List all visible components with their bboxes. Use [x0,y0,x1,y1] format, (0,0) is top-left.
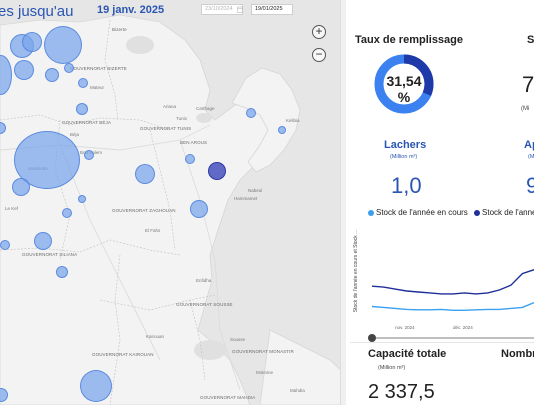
label-mahdia: Mahdia [290,388,305,393]
x-tick-label: déc. 2024 [453,325,473,330]
label-gouv-zaghouan: GOUVERNORAT ZAGHOUAN [112,208,176,213]
stock-value: 7 [522,72,534,97]
label-beja: Béja [70,132,80,137]
label-ariana: Ariana [163,104,177,109]
label-enfidha: Enfidha [196,278,212,283]
label-ben-arous: BEN AROUS [180,140,208,145]
legend-item[interactable]: Stock de l'année en cours [368,208,468,217]
date-slider-track[interactable] [370,337,534,339]
label-gouv-monastir: GOUVERNORAT MONASTIR [232,349,294,354]
dam-bubble[interactable] [64,63,74,73]
fill-rate-value: 31,54 % [382,73,426,105]
label-tunis: Tunis [176,116,187,121]
dam-bubble[interactable] [278,126,286,134]
dam-bubble[interactable] [76,103,88,115]
label-gouv-sousse: GOUVERNORAT SOUSSE [176,302,233,307]
map-view[interactable]: Bizerte GOUVERNORAT BIZERTE Mateur Béja … [0,0,346,405]
dam-bubble[interactable] [12,178,30,196]
stock-unit: (Mi [521,106,530,112]
page-title: es jusqu'au [0,3,74,20]
dam-bubble[interactable] [185,154,195,164]
legend-dot [368,209,374,216]
date-slider-handle[interactable] [368,334,376,342]
fill-rate-number: 31,54 [386,73,422,89]
label-gouv-siliana: GOUVERNORAT SILIANA [22,252,78,257]
label-mateur: Mateur [90,85,105,90]
label-kelibia: Kelibia [286,118,300,123]
gauge-title: Taux de remplissage [355,34,464,46]
legend-label: Stock de l'année en cours [376,208,468,217]
kpi-panel: Taux de remplissage S 31,54 % 7 (Mi Lach… [346,0,534,405]
divider [350,342,534,343]
map-basemap [0,14,346,405]
dam-bubble[interactable] [84,150,94,160]
label-sousse: Sousse [230,337,246,342]
series-line-1[interactable] [371,269,534,295]
label-kairouan: Kairouan [146,334,165,339]
label-moknine: Moknine [256,370,274,375]
lachers-value: 1,0 [391,173,422,198]
dam-bubble[interactable] [22,32,42,52]
lachers-title: Lachers [384,139,427,151]
label-le-kef: Le Kef [5,206,19,211]
label-nabeul: Nabeul [248,188,263,193]
dam-bubble[interactable] [80,370,112,402]
stock-title: S [527,34,534,46]
dam-bubble[interactable] [135,164,155,184]
date-end-input[interactable]: 19/01/2025 [251,4,293,15]
chart-y-axis-label: Stock de l'année en cours et Stock ... [353,229,359,313]
label-gouv-bizerte: GOUVERNORAT BIZERTE [70,66,127,71]
label-gouv-mahdia: GOUVERNORAT MAHDIA [200,395,256,400]
dam-bubble[interactable] [208,162,226,180]
legend-label: Stock de l'anné [482,208,534,217]
apports-title: Ap [524,139,534,151]
dam-bubble[interactable] [246,108,256,118]
dam-bubble[interactable] [190,200,208,218]
fill-rate-unit: % [397,89,411,105]
label-gouv-beja: GOUVERNORAT BÉJA [62,120,111,125]
capacity-title: Capacité totale [368,348,447,360]
dam-bubble[interactable] [78,195,86,203]
capacity-value: 2 337,5 [368,381,435,403]
legend-item[interactable]: Stock de l'anné [474,208,534,217]
x-tick-label: nov. 2024 [395,325,415,330]
stock-line-chart[interactable]: nov. 2024 déc. 2024 [368,222,534,332]
label-carthage: Carthage [196,106,215,111]
apports-value: 9 [526,173,534,198]
zoom-out-button[interactable]: − [312,48,326,62]
zoom-in-button[interactable]: + [312,25,326,39]
count-title: Nombr [501,348,534,360]
dam-bubble[interactable] [62,208,72,218]
calendar-icon[interactable] [237,6,243,13]
date-label: 19 janv. 2025 [97,4,165,16]
label-hammamet: Hammamet [234,196,258,201]
dam-bubble[interactable] [34,232,52,250]
donut-fill [374,54,434,114]
label-gouv-tunis: GOUVERNORAT TUNIS [140,126,192,131]
dam-bubble[interactable] [56,266,68,278]
label-el-fahs: El Fahs [145,228,161,233]
map-scrollbar[interactable] [340,0,346,405]
dam-bubble[interactable] [14,60,34,80]
apports-unit: (M [528,154,534,160]
capacity-unit: (Million m³) [378,365,406,371]
fill-rate-donut [374,54,434,114]
chart-legend: Stock de l'année en cours Stock de l'ann… [368,208,534,217]
legend-dot [474,209,481,216]
label-bizerte: Bizerte [112,27,127,32]
lachers-unit: (Million m³) [390,154,418,160]
dam-bubble[interactable] [78,78,88,88]
dam-bubble[interactable] [45,68,59,82]
series-line-0[interactable] [371,301,534,312]
dam-bubble[interactable] [0,240,10,250]
dam-bubble[interactable] [44,26,82,64]
label-gouv-kairouan: GOUVERNORAT KAIROUAN [92,352,154,357]
